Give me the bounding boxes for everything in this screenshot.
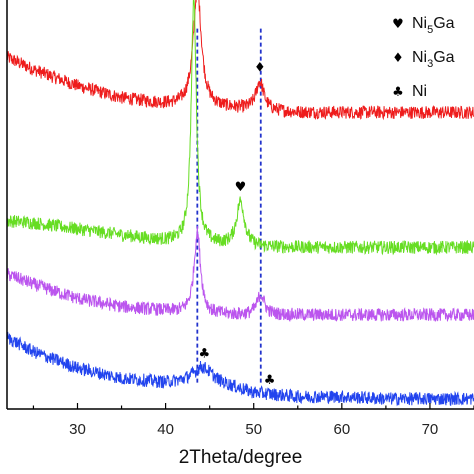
series-line-1 (6, 0, 474, 121)
peak-marker: ♦ (254, 60, 266, 75)
series-line-2 (6, 0, 474, 256)
x-axis: 30 40 50 60 70 (6, 0, 474, 438)
peak-markers: ♦♦♥♥♣♣ (199, 60, 276, 388)
series-layer (6, 0, 474, 407)
legend-symbol-club: ♣ (392, 85, 404, 100)
x-tick-label: 60 (333, 421, 350, 438)
reference-lines (196, 28, 262, 385)
series-line-4 (6, 331, 474, 407)
peak-marker: ♣ (264, 373, 276, 388)
legend-label: Ni5Ga (412, 15, 455, 36)
legend: ♥ Ni5Ga ♦ Ni3Ga ♣ Ni (392, 15, 455, 100)
x-tick-label: 40 (157, 421, 174, 438)
x-tick-label: 30 (69, 421, 86, 438)
x-tick-label: 70 (422, 421, 439, 438)
series-line-3 (6, 226, 474, 323)
legend-label: Ni (412, 83, 427, 100)
x-axis-title: 2Theta/degree (179, 447, 303, 468)
legend-label: Ni3Ga (412, 49, 455, 70)
legend-symbol-heart: ♥ (392, 17, 404, 32)
peak-marker: ♥ (235, 180, 247, 195)
peak-marker: ♣ (199, 347, 211, 362)
legend-symbol-diamond: ♦ (392, 51, 404, 66)
x-tick-label: 50 (245, 421, 262, 438)
